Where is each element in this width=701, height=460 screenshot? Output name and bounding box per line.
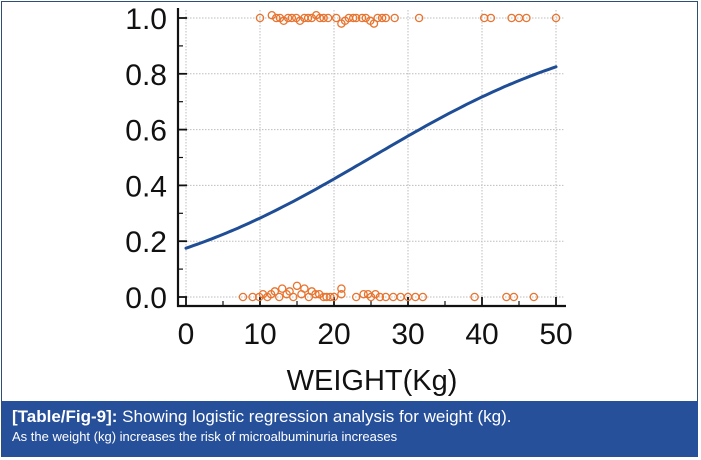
figure-caption: [Table/Fig-9]: Showing logistic regressi… (2, 401, 698, 457)
data-point-outcome-1 (319, 13, 328, 23)
data-point-outcome-0 (351, 292, 361, 302)
x-axis-label: WEIGHT(Kg) (287, 365, 458, 397)
fit-line-group (184, 65, 558, 250)
data-point-outcome-1 (315, 13, 325, 23)
data-point-outcome-0 (289, 292, 298, 302)
data-point-outcome-0 (366, 292, 376, 302)
data-point-outcome-0 (375, 292, 385, 302)
caption-label: [Table/Fig-9]: (12, 407, 118, 426)
y-tick-label: 1.0 (125, 3, 167, 36)
caption-title: Showing logistic regression analysis for… (117, 407, 512, 426)
data-point-outcome-1 (331, 13, 341, 23)
data-point-outcome-0 (300, 284, 309, 293)
data-point-outcome-0 (529, 292, 539, 302)
data-point-outcome-0 (509, 292, 519, 302)
data-point-outcome-0 (274, 292, 284, 302)
data-point-outcome-1 (390, 13, 399, 23)
data-point-outcome-1 (351, 13, 361, 23)
data-point-outcome-0 (337, 289, 346, 299)
x-tick-label: 20 (317, 318, 350, 351)
data-point-outcome-1 (357, 13, 367, 23)
x-tick-label: 0 (178, 318, 195, 351)
data-point-outcome-0 (292, 281, 302, 291)
data-point-outcome-1 (323, 13, 333, 23)
data-point-outcome-1 (377, 13, 387, 23)
y-tick-label: 0.8 (125, 59, 167, 92)
data-point-outcome-1 (414, 13, 424, 23)
y-tick-label: 0.2 (125, 226, 167, 259)
data-point-outcome-1 (272, 13, 281, 23)
logistic-fit-line (184, 65, 558, 250)
data-point-outcome-1 (255, 13, 265, 23)
data-point-outcome-0 (388, 292, 398, 302)
data-point-outcome-0 (326, 292, 335, 302)
data-point-outcome-1 (279, 16, 288, 26)
caption-description: As the weight (kg) increases the risk of… (12, 429, 398, 444)
data-point-outcome-0 (277, 284, 287, 293)
x-tick-label: 50 (539, 318, 572, 351)
grid (178, 10, 564, 306)
data-point-outcome-0 (329, 292, 339, 302)
caption-title-line: [Table/Fig-9]: Showing logistic regressi… (12, 407, 698, 427)
data-point-outcome-1 (348, 13, 358, 23)
y-tick-label: 0.0 (125, 282, 167, 315)
x-tick-label: 30 (391, 318, 424, 351)
data-point-outcome-1 (373, 13, 382, 23)
data-point-outcome-0 (371, 289, 380, 299)
data-point-outcome-1 (283, 13, 293, 23)
data-point-outcome-0 (359, 289, 368, 299)
tick-labels: 0.0 0.2 0.4 0.6 0.8 1.0 0 10 20 30 40 50 (125, 3, 572, 351)
data-point-outcome-1 (303, 13, 313, 23)
scatter-points (238, 10, 561, 302)
data-point-outcome-1 (295, 16, 305, 26)
logistic-regression-chart: 0.0 0.2 0.4 0.6 0.8 1.0 0 10 20 30 40 50 WEIGHT(Kg) (125, 3, 572, 397)
data-point-outcome-1 (381, 13, 391, 23)
y-tick-label: 0.4 (125, 170, 167, 203)
data-point-outcome-1 (522, 13, 531, 23)
x-tick-label: 40 (465, 318, 498, 351)
data-point-outcome-1 (551, 13, 561, 23)
data-point-outcome-1 (267, 10, 277, 20)
data-point-outcome-1 (486, 13, 496, 23)
data-point-outcome-0 (470, 292, 479, 302)
data-point-outcome-0 (311, 289, 320, 299)
data-point-outcome-0 (418, 292, 428, 302)
y-tick-label: 0.6 (125, 115, 167, 148)
data-point-outcome-1 (514, 13, 524, 23)
data-point-outcome-0 (238, 292, 248, 302)
data-point-outcome-0 (258, 289, 268, 299)
data-point-outcome-1 (307, 13, 317, 23)
data-point-outcome-1 (287, 13, 297, 23)
data-point-outcome-0 (337, 284, 346, 293)
data-point-outcome-1 (361, 13, 371, 23)
ticks (178, 17, 557, 306)
data-point-outcome-0 (314, 289, 324, 299)
data-point-outcome-0 (270, 287, 280, 296)
x-tick-label: 10 (243, 318, 276, 351)
